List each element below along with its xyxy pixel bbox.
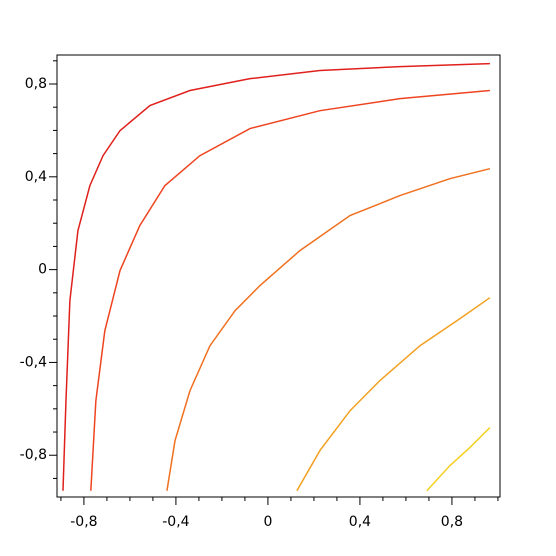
- y-tick-label: 0,4: [25, 169, 47, 185]
- x-tick-label: 0,4: [349, 514, 371, 530]
- y-tick-label: 0: [38, 262, 47, 278]
- y-tick-label: -0,8: [20, 447, 47, 463]
- plot-frame: [56, 54, 501, 498]
- contour-line: [166, 167, 491, 491]
- x-tick-label: -0,4: [162, 514, 189, 530]
- contour-line: [62, 62, 490, 491]
- contour-line: [90, 89, 490, 491]
- x-tick-label: -0,8: [70, 514, 97, 530]
- y-tick-label: -0,4: [20, 354, 47, 370]
- contour-line: [296, 297, 491, 492]
- x-tick-label: 0,8: [441, 514, 463, 530]
- contour-line: [426, 427, 491, 492]
- x-tick-label: 0: [263, 514, 272, 530]
- y-tick-label: 0,8: [25, 76, 47, 92]
